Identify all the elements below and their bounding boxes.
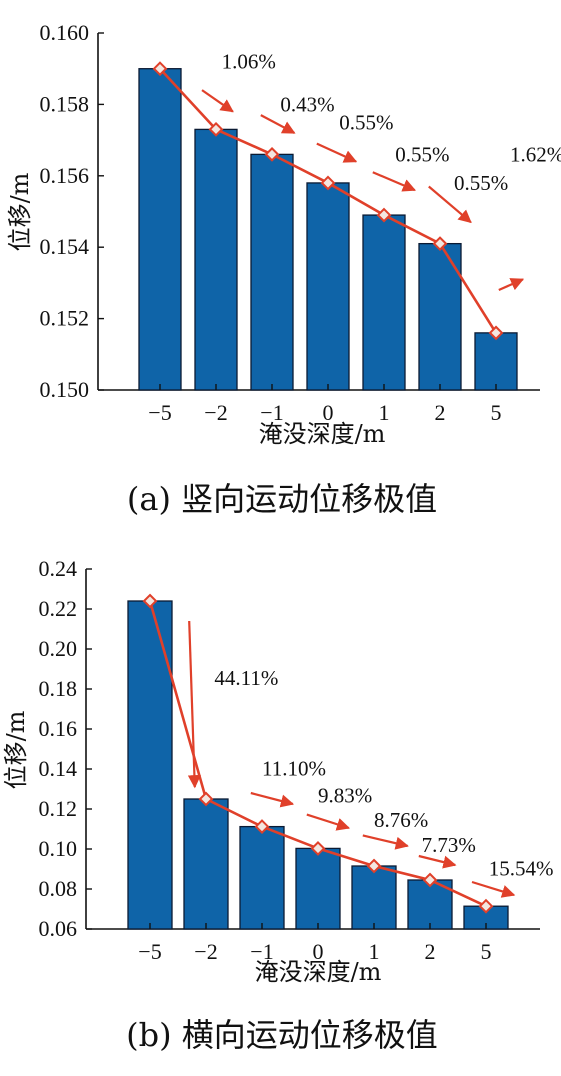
chart-a-bar — [138, 68, 182, 391]
chart-b-bar — [239, 825, 285, 930]
chart-a-x-ticks: −5 −2 −1 0 1 2 5 — [148, 384, 502, 425]
chart-b-x-ticks: −5 −2 −1 0 1 2 5 — [138, 923, 492, 964]
chart-a-y-tick-label: 0.150 — [40, 377, 90, 402]
chart-a-percent-label: 0.55% — [339, 110, 393, 134]
chart-a-annotation-arrow — [260, 114, 296, 134]
chart-b-y-tick-label: 0.14 — [39, 756, 78, 781]
chart-b-y-tick-label: 0.06 — [39, 916, 78, 941]
chart-b-annotation-arrow — [418, 854, 457, 869]
chart-b-x-tick-label: 0 — [313, 939, 324, 964]
chart-b-y-tick-label: 0.10 — [39, 836, 78, 861]
chart-b-annotation-arrow — [362, 834, 409, 850]
chart-b-x-tick-label: −1 — [250, 939, 273, 964]
chart-a-vertical-displacement: 0.150 0.152 0.154 0.156 0.158 0.160 −5 −2 −1 0 1 2… — [6, 20, 561, 518]
chart-a-percent-label: 1.06% — [222, 50, 276, 74]
chart-b-arrows — [187, 620, 516, 898]
chart-a-bar — [194, 128, 238, 391]
chart-a-caption: (a) 竖向运动位移极值 — [127, 480, 437, 518]
chart-b-bar — [295, 847, 341, 930]
chart-b-annotation-arrow — [187, 620, 201, 789]
chart-a-trend-line — [152, 61, 504, 341]
chart-b-bar — [127, 600, 173, 930]
chart-b-trend-line — [142, 593, 494, 914]
chart-b-percent-label: 9.83% — [318, 784, 372, 808]
chart-a-diamond-marker — [376, 207, 392, 223]
chart-b-lateral-displacement: 0.06 0.08 0.10 0.12 0.14 0.16 0.18 0.20 0.22 0.24… — [2, 556, 554, 1054]
chart-a-bar — [250, 153, 294, 391]
chart-a-diamond-marker — [432, 236, 448, 252]
chart-a-percent-label: 0.55% — [395, 143, 449, 167]
chart-b-x-tick-label: 1 — [369, 939, 380, 964]
chart-b-y-tick-label: 0.24 — [39, 556, 78, 581]
chart-b-y-tick-label: 0.22 — [39, 596, 78, 621]
chart-a-x-tick-label: 0 — [323, 400, 334, 425]
chart-b-diamond-marker — [198, 791, 214, 807]
chart-a-bar — [362, 214, 406, 391]
chart-b-y-axis-label: 位移/m — [2, 710, 30, 789]
chart-a-diamond-marker — [264, 146, 280, 162]
chart-b-percent-label: 8.76% — [374, 808, 428, 832]
chart-b-x-tick-label: 2 — [425, 939, 436, 964]
chart-a-x-tick-label: −1 — [260, 400, 283, 425]
chart-a-y-axis-label: 位移/m — [6, 172, 34, 251]
chart-a-percent-label: 0.55% — [454, 171, 508, 195]
chart-b-y-tick-label: 0.08 — [39, 876, 78, 901]
chart-a-x-tick-label: 5 — [491, 400, 502, 425]
chart-a-y-tick-label: 0.152 — [40, 306, 90, 331]
chart-b-diamond-marker — [478, 898, 494, 914]
chart-b-diamond-marker — [142, 593, 158, 609]
chart-a-y-ticks: 0.150 0.152 0.154 0.156 0.158 0.160 — [40, 20, 104, 402]
chart-a-percent-labels: 1.06%0.43%0.55%0.55%0.55%1.62% — [222, 50, 561, 195]
chart-b-y-tick-label: 0.12 — [39, 796, 78, 821]
chart-b-y-ticks: 0.06 0.08 0.10 0.12 0.14 0.16 0.18 0.20 0.22 0.24 — [39, 556, 92, 941]
chart-a-y-tick-label: 0.156 — [40, 163, 90, 188]
chart-a-bar — [306, 182, 350, 391]
chart-a-bars — [138, 68, 518, 391]
chart-b-x-axis-label: 淹没深度/m — [255, 958, 382, 986]
chart-a-bar — [474, 332, 518, 391]
chart-a-x-tick-label: −5 — [148, 400, 171, 425]
chart-b-diamond-marker — [254, 819, 270, 835]
chart-a-percent-label: 1.62% — [510, 143, 561, 167]
chart-b-y-tick-label: 0.18 — [39, 676, 78, 701]
chart-b-annotation-arrow — [471, 880, 516, 898]
chart-a-x-tick-label: 1 — [379, 400, 390, 425]
chart-a-diamond-marker — [152, 61, 168, 77]
chart-a-y-tick-label: 0.160 — [40, 20, 90, 45]
chart-a-annotation-arrow — [316, 142, 358, 163]
chart-b-diamond-marker — [366, 858, 382, 874]
chart-a-annotation-arrow — [428, 185, 472, 224]
chart-b-annotation-arrow — [306, 813, 351, 831]
chart-a-diamond-marker — [320, 175, 336, 191]
chart-a-y-tick-label: 0.158 — [40, 91, 90, 116]
chart-b-annotation-arrow — [250, 791, 295, 808]
chart-b-x-tick-label: −5 — [138, 939, 161, 964]
chart-b-percent-label: 11.10% — [262, 757, 326, 781]
chart-a-x-tick-label: −2 — [204, 400, 227, 425]
chart-a-diamond-marker — [208, 121, 224, 137]
chart-b-percent-label: 44.11% — [214, 666, 278, 690]
chart-a-annotation-arrow — [498, 278, 525, 292]
chart-a-x-axis-label: 淹没深度/m — [259, 420, 386, 448]
chart-a-y-tick-label: 0.154 — [40, 234, 90, 259]
chart-b-y-tick-label: 0.16 — [39, 716, 78, 741]
chart-b-caption: (b) 横向运动位移极值 — [126, 1016, 438, 1054]
chart-b-x-tick-label: −2 — [194, 939, 217, 964]
chart-b-y-tick-label: 0.20 — [39, 636, 78, 661]
chart-b-percent-label: 15.54% — [489, 856, 554, 880]
chart-b-bar — [183, 798, 229, 930]
chart-b-x-tick-label: 5 — [481, 939, 492, 964]
chart-a-annotation-arrow — [372, 171, 417, 192]
chart-a-annotation-arrow — [201, 89, 234, 113]
chart-a-diamond-marker — [488, 325, 504, 341]
chart-a-percent-label: 0.43% — [280, 93, 334, 117]
chart-b-diamond-marker — [422, 872, 438, 888]
chart-b-bar — [351, 865, 397, 930]
chart-a-x-tick-label: 2 — [435, 400, 446, 425]
chart-b-percent-labels: 44.11% 11.10% 9.83%8.76%7.73% 15.54% — [214, 666, 553, 880]
chart-b-diamond-marker — [310, 840, 326, 856]
chart-a-arrows — [201, 89, 525, 292]
chart-b-percent-label: 7.73% — [422, 833, 476, 857]
